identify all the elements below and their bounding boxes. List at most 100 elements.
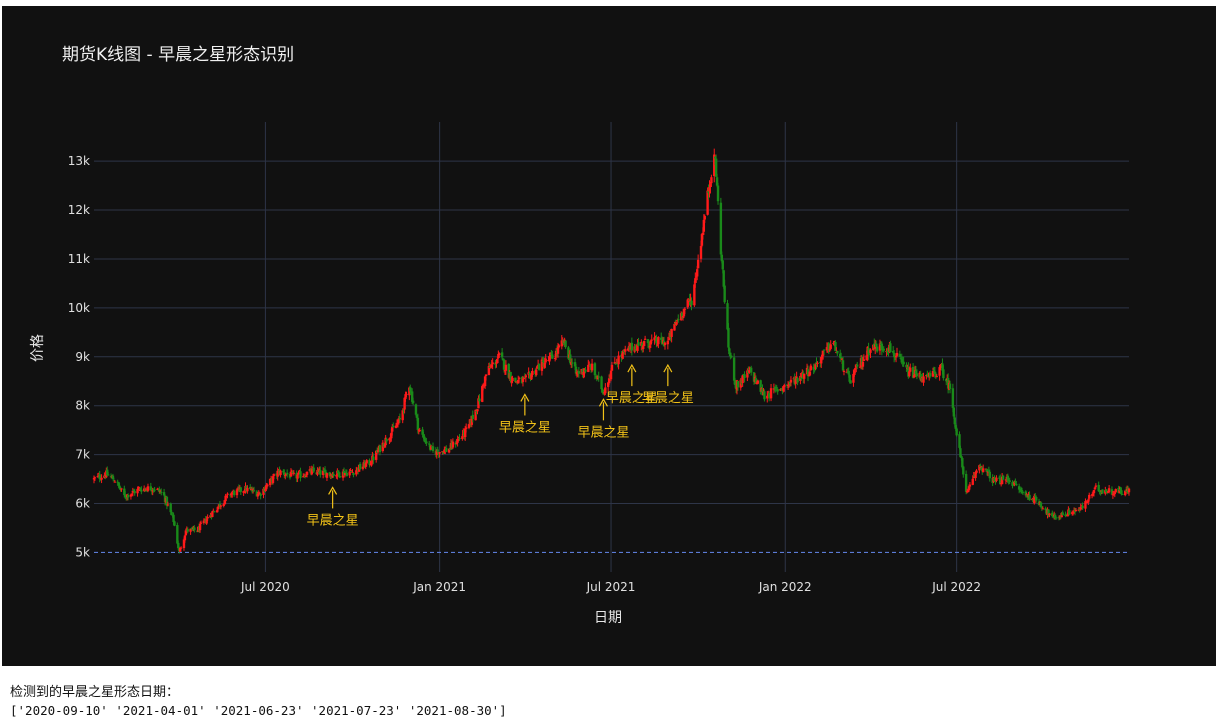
candle <box>133 488 136 496</box>
candle <box>206 514 209 522</box>
candle <box>165 495 169 510</box>
candle <box>650 334 653 344</box>
candle <box>902 356 905 367</box>
candle <box>166 501 170 507</box>
candle <box>252 486 256 492</box>
candle <box>153 486 156 492</box>
candle <box>511 375 514 384</box>
candle <box>948 380 952 394</box>
candle <box>567 345 570 361</box>
candle <box>987 466 991 473</box>
candle <box>829 340 832 351</box>
candle <box>693 281 696 308</box>
candle <box>1028 491 1031 501</box>
candle <box>1094 483 1098 489</box>
candle <box>683 307 687 315</box>
candle <box>464 423 468 433</box>
candle <box>1008 477 1011 484</box>
candle <box>488 362 492 368</box>
candle <box>351 469 354 473</box>
candle <box>727 323 730 352</box>
candle <box>882 346 885 353</box>
candle <box>1024 490 1027 498</box>
console-output: 检测到的早晨之星形态日期： ['2020-09-10' '2021-04-01'… <box>10 684 507 720</box>
candle <box>98 470 101 483</box>
candle <box>999 474 1002 485</box>
candle <box>642 340 646 347</box>
x-tick-label: Jul 2021 <box>586 580 636 594</box>
candle <box>952 406 956 420</box>
candle <box>979 463 982 470</box>
candle <box>636 339 639 353</box>
x-tick-label: Jan 2021 <box>412 580 466 594</box>
candle <box>849 379 852 384</box>
candle <box>582 368 585 379</box>
candle <box>162 488 166 497</box>
candle <box>112 477 116 482</box>
candle <box>748 366 751 374</box>
candle <box>535 367 538 377</box>
candle <box>496 356 499 364</box>
candle <box>372 453 375 465</box>
candle <box>677 314 680 323</box>
candle <box>1110 486 1114 496</box>
candle <box>478 394 481 405</box>
candle <box>931 367 935 378</box>
candle <box>613 357 617 365</box>
candle <box>405 391 408 397</box>
candle <box>211 510 214 518</box>
candle <box>723 279 726 304</box>
candle <box>549 352 552 360</box>
candle <box>909 363 912 373</box>
candle <box>365 459 368 467</box>
candle <box>1004 478 1008 485</box>
candle <box>414 403 418 417</box>
candle <box>783 383 786 392</box>
candle <box>456 435 459 447</box>
candle <box>822 349 826 355</box>
candle <box>922 372 925 386</box>
candle <box>345 469 349 477</box>
candle <box>968 482 972 490</box>
candle <box>548 352 551 365</box>
candle <box>1093 486 1097 490</box>
candle <box>1081 502 1084 510</box>
candle <box>186 527 189 534</box>
candle <box>219 504 223 510</box>
candle <box>875 343 879 353</box>
candle <box>1114 488 1117 493</box>
candle <box>880 341 884 356</box>
candle <box>524 373 528 383</box>
candle <box>743 371 746 383</box>
candle <box>130 493 134 496</box>
candle <box>259 492 262 500</box>
candle <box>776 388 779 395</box>
candle <box>759 379 762 395</box>
axis-layer: 5k 6k 7k 8k 9k 10k 11k 12k 13k Jul 2020 Jan 2021 Ju… <box>68 154 981 594</box>
candle <box>517 375 520 384</box>
candle <box>316 467 319 477</box>
x-tick-label: Jan 2022 <box>758 580 812 594</box>
candle <box>710 174 713 187</box>
candle <box>100 474 103 484</box>
candle <box>1035 495 1038 503</box>
candle <box>715 173 719 188</box>
candle <box>1092 489 1096 497</box>
candle <box>92 475 96 484</box>
candle <box>1017 483 1021 494</box>
candle <box>339 476 342 478</box>
candle <box>421 426 424 438</box>
candle <box>158 486 161 494</box>
candle <box>928 370 932 379</box>
candle <box>551 350 554 359</box>
candle <box>878 339 882 355</box>
candle <box>741 374 744 387</box>
candle <box>392 422 395 428</box>
candle <box>1097 481 1100 492</box>
candle <box>173 520 176 527</box>
candle <box>995 475 998 483</box>
candle <box>325 472 329 481</box>
annotation-label: 早晨之星 <box>606 391 658 406</box>
candle <box>336 468 339 480</box>
